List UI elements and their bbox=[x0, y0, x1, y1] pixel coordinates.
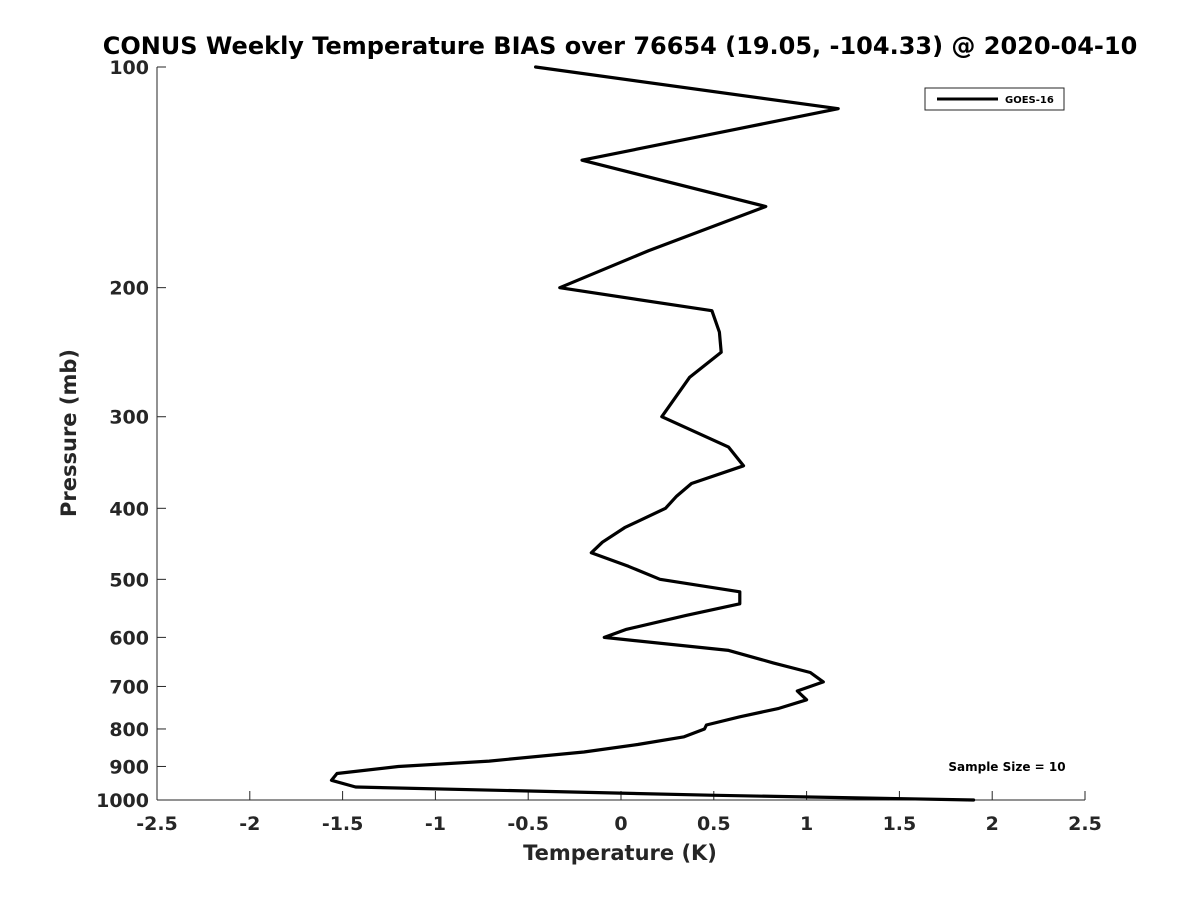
sample-size-annotation: Sample Size = 10 bbox=[948, 760, 1065, 774]
y-axis-label: Pressure (mb) bbox=[57, 349, 81, 517]
series-line-goes-16 bbox=[329, 65, 976, 802]
x-tick-label: -2 bbox=[239, 813, 260, 835]
x-tick-label: -1.5 bbox=[322, 813, 364, 835]
y-tick-label: 500 bbox=[109, 569, 149, 591]
y-tick-label: 400 bbox=[109, 498, 149, 520]
chart-title: CONUS Weekly Temperature BIAS over 76654… bbox=[103, 32, 1138, 60]
y-tick-label: 1000 bbox=[96, 790, 149, 812]
y-axis-ticks: 100 200 300 400 500 600 700 800 900 1000 bbox=[96, 57, 166, 812]
y-tick-label: 100 bbox=[109, 57, 149, 79]
x-tick-label: -2.5 bbox=[136, 813, 178, 835]
x-tick-label: 0.5 bbox=[697, 813, 731, 835]
y-tick-label: 900 bbox=[109, 756, 149, 778]
x-tick-label: -0.5 bbox=[507, 813, 549, 835]
y-tick-label: 300 bbox=[109, 407, 149, 429]
series-layer bbox=[329, 65, 976, 802]
x-tick-label: 1.5 bbox=[883, 813, 917, 835]
y-tick-label: 200 bbox=[109, 278, 149, 300]
x-tick-label: 1 bbox=[800, 813, 813, 835]
y-tick-label: 700 bbox=[109, 676, 149, 698]
plot-axes bbox=[156, 67, 1085, 801]
x-axis-ticks: -2.5 -2 -1.5 -1 -0.5 0 0.5 1 1.5 2 2.5 bbox=[136, 791, 1102, 835]
x-tick-label: -1 bbox=[425, 813, 446, 835]
x-tick-label: 2.5 bbox=[1068, 813, 1102, 835]
x-axis-label: Temperature (K) bbox=[523, 841, 717, 865]
x-tick-label: 0 bbox=[614, 813, 627, 835]
y-tick-label: 800 bbox=[109, 719, 149, 741]
legend-label-goes-16: GOES-16 bbox=[1005, 95, 1054, 106]
y-tick-label: 600 bbox=[109, 627, 149, 649]
legend: GOES-16 bbox=[924, 87, 1065, 111]
x-tick-label: 2 bbox=[986, 813, 999, 835]
